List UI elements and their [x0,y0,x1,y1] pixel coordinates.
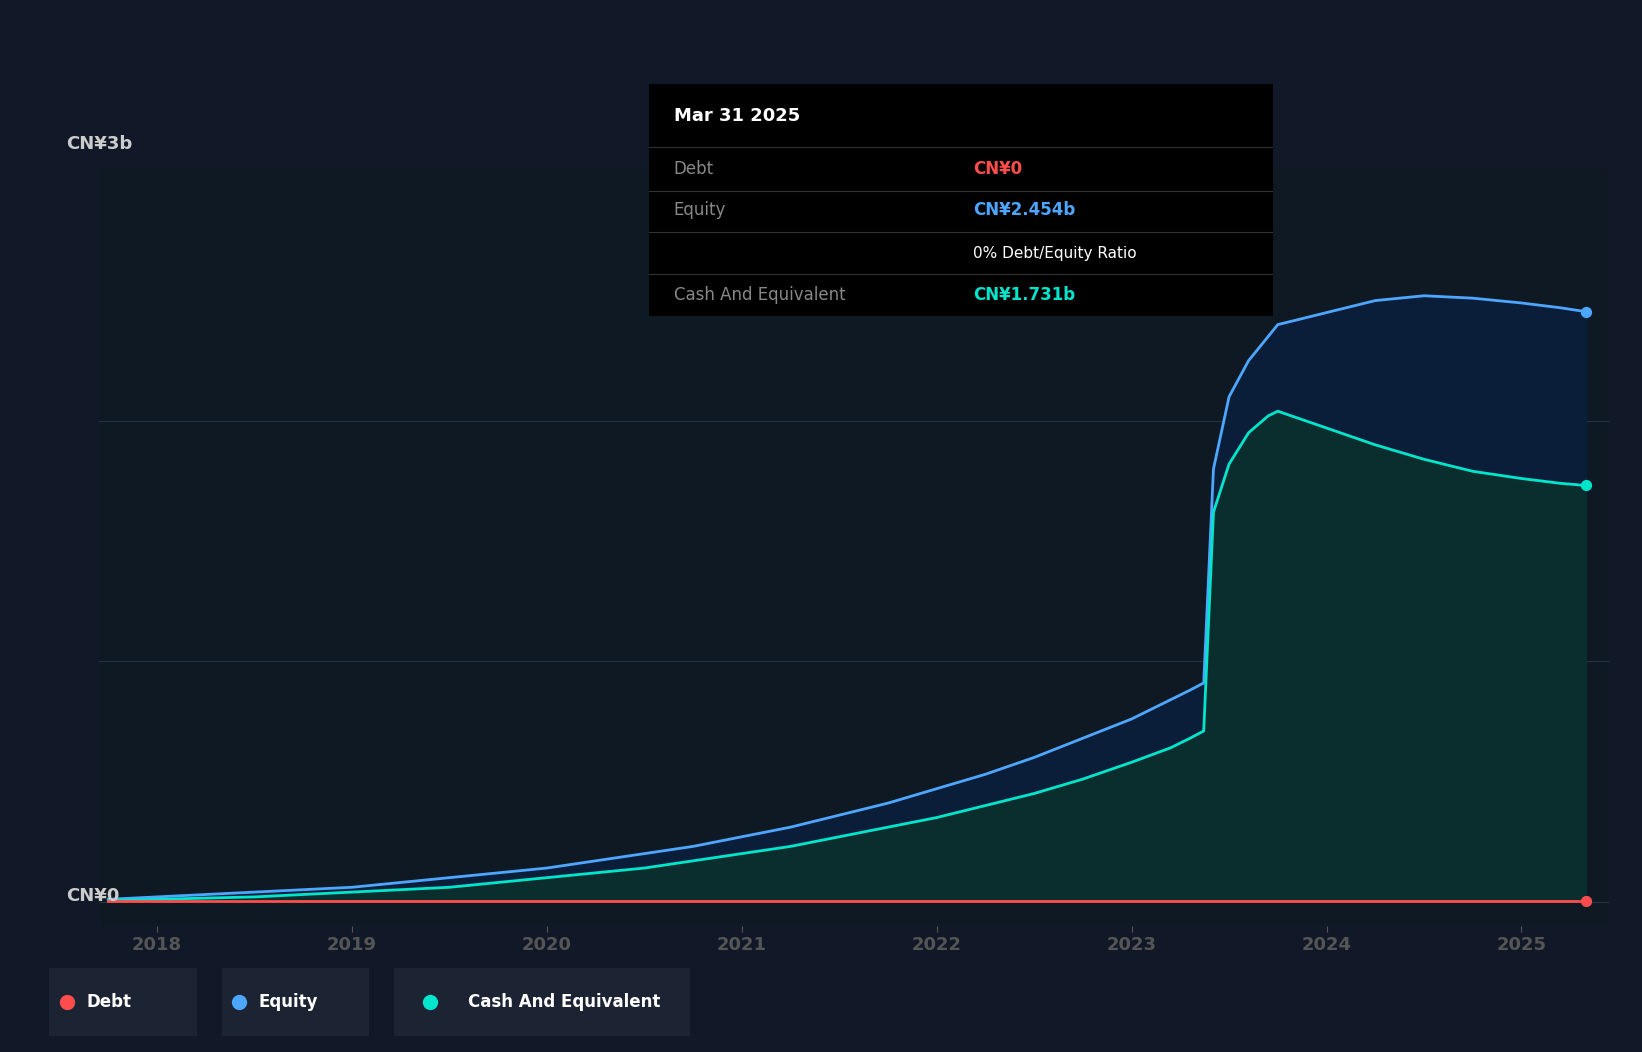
Point [1573,477,1599,493]
Text: Equity: Equity [673,201,726,219]
Point [54,993,80,1010]
Point [417,993,443,1010]
Point [1573,303,1599,320]
Text: Equity: Equity [259,993,319,1011]
Text: Debt: Debt [673,160,714,178]
Point [227,993,253,1010]
Text: Cash And Equivalent: Cash And Equivalent [673,286,846,304]
Text: Debt: Debt [87,993,131,1011]
Text: CN¥0: CN¥0 [66,887,120,906]
Text: 0% Debt/Equity Ratio: 0% Debt/Equity Ratio [974,245,1136,261]
Text: CN¥2.454b: CN¥2.454b [974,201,1076,219]
Text: CN¥1.731b: CN¥1.731b [974,286,1076,304]
Text: CN¥0: CN¥0 [974,160,1023,178]
Text: CN¥3b: CN¥3b [66,135,131,153]
Point [1573,892,1599,909]
Text: Mar 31 2025: Mar 31 2025 [673,107,800,125]
Text: Cash And Equivalent: Cash And Equivalent [468,993,660,1011]
